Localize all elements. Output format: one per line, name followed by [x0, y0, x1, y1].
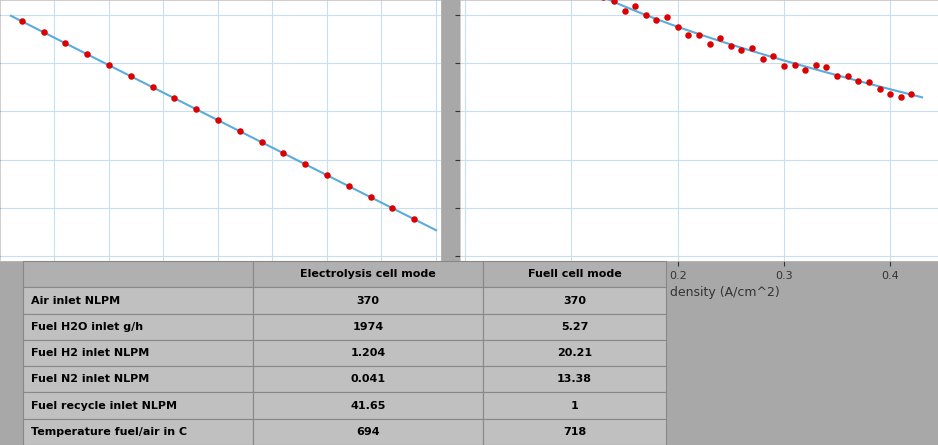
- Text: Fuel recycle inlet NLPM: Fuel recycle inlet NLPM: [31, 400, 177, 411]
- Point: [628, 2, 643, 9]
- Text: 5.27: 5.27: [561, 322, 588, 332]
- Point: [101, 62, 116, 69]
- Point: [320, 172, 335, 179]
- Point: [745, 44, 760, 52]
- Point: [254, 139, 269, 146]
- X-axis label: Current density (A/cm^2): Current density (A/cm^2): [618, 287, 779, 299]
- Text: Fuel H2 inlet NLPM: Fuel H2 inlet NLPM: [31, 348, 149, 358]
- Point: [341, 182, 356, 190]
- Point: [58, 40, 73, 47]
- Bar: [483, 314, 666, 340]
- Point: [734, 46, 749, 53]
- Text: Temperature fuel/air in C: Temperature fuel/air in C: [31, 427, 187, 437]
- Bar: [253, 340, 483, 366]
- Bar: [253, 366, 483, 392]
- Point: [819, 64, 834, 71]
- Point: [809, 62, 824, 69]
- Point: [904, 90, 919, 97]
- Text: 718: 718: [563, 427, 586, 437]
- X-axis label: Current density (A/cm^2): Current density (A/cm^2): [141, 287, 301, 299]
- Point: [145, 84, 160, 91]
- Point: [851, 78, 866, 85]
- Text: 694: 694: [356, 427, 380, 437]
- Text: 370: 370: [356, 295, 380, 306]
- Point: [861, 78, 876, 85]
- Text: Fuel N2 inlet NLPM: Fuel N2 inlet NLPM: [31, 374, 149, 384]
- Point: [670, 23, 685, 30]
- Point: [777, 63, 792, 70]
- Bar: [253, 261, 483, 287]
- Bar: [483, 287, 666, 314]
- Bar: [23, 392, 253, 419]
- Text: 13.38: 13.38: [557, 374, 592, 384]
- Point: [233, 128, 248, 135]
- Point: [638, 11, 653, 18]
- Text: 41.65: 41.65: [351, 400, 386, 411]
- Point: [167, 95, 182, 102]
- Point: [297, 161, 312, 168]
- Point: [829, 73, 844, 80]
- Point: [840, 72, 855, 79]
- Text: Fuel H2O inlet g/h: Fuel H2O inlet g/h: [31, 322, 144, 332]
- Bar: [253, 314, 483, 340]
- Point: [797, 66, 812, 73]
- Bar: [23, 340, 253, 366]
- Point: [606, 0, 621, 4]
- Text: 1974: 1974: [353, 322, 384, 332]
- Text: 1: 1: [570, 400, 579, 411]
- Point: [123, 73, 138, 80]
- Point: [872, 85, 887, 92]
- Point: [659, 13, 674, 20]
- Point: [723, 42, 738, 49]
- Point: [80, 51, 95, 58]
- Point: [883, 91, 898, 98]
- Bar: [23, 314, 253, 340]
- Point: [210, 117, 225, 124]
- Point: [276, 150, 291, 157]
- Point: [363, 194, 378, 201]
- Bar: [23, 419, 253, 445]
- Point: [755, 56, 770, 63]
- Point: [407, 216, 422, 223]
- Bar: [483, 340, 666, 366]
- Bar: [483, 366, 666, 392]
- Point: [649, 16, 664, 24]
- Point: [702, 40, 717, 48]
- Bar: [483, 419, 666, 445]
- Text: Air inlet NLPM: Air inlet NLPM: [31, 295, 120, 306]
- Point: [787, 62, 802, 69]
- Bar: [23, 261, 253, 287]
- Text: 1.204: 1.204: [351, 348, 386, 358]
- Bar: [483, 261, 666, 287]
- Point: [14, 18, 29, 25]
- Point: [691, 32, 706, 39]
- Point: [385, 205, 400, 212]
- Point: [681, 31, 696, 38]
- Bar: [253, 287, 483, 314]
- Point: [765, 52, 780, 59]
- Bar: [23, 287, 253, 314]
- Point: [893, 93, 908, 101]
- Bar: [483, 392, 666, 419]
- Text: Fuell cell mode: Fuell cell mode: [528, 269, 621, 279]
- Point: [617, 7, 632, 14]
- Text: 20.21: 20.21: [557, 348, 592, 358]
- Point: [189, 105, 204, 113]
- Bar: [253, 419, 483, 445]
- Text: 0.041: 0.041: [351, 374, 386, 384]
- Text: 370: 370: [563, 295, 586, 306]
- Bar: [23, 366, 253, 392]
- Point: [36, 29, 51, 36]
- Point: [713, 34, 728, 41]
- Bar: [253, 392, 483, 419]
- Text: Electrolysis cell mode: Electrolysis cell mode: [300, 269, 436, 279]
